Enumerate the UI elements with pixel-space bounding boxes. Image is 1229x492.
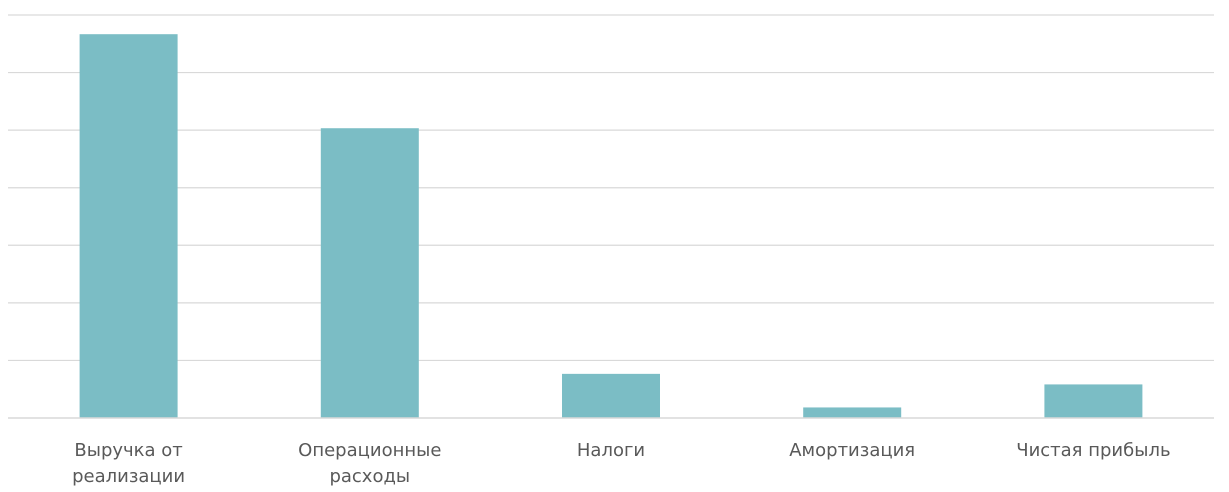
x-tick-label-line: расходы: [329, 466, 410, 487]
bar: [79, 34, 178, 418]
x-tick-label: Выручка от реализации: [72, 440, 185, 487]
bar: [1044, 384, 1143, 418]
x-tick-label: Налоги: [577, 440, 645, 461]
x-tick-label-line: Амортизация: [789, 440, 915, 461]
gridlines: [8, 14, 1214, 362]
bars: [79, 34, 1143, 418]
bar: [320, 128, 419, 418]
x-tick-label-line: Чистая прибыль: [1016, 440, 1170, 461]
x-tick-label-line: Операционные: [298, 440, 441, 461]
bar: [562, 373, 660, 418]
x-tick-label: Операционные расходы: [298, 440, 441, 487]
x-tick-labels: Выручка от реализации Операционные расходы Н…: [72, 440, 1170, 487]
x-tick-label-line: реализации: [72, 466, 185, 487]
x-tick-label: Чистая прибыль: [1016, 440, 1170, 461]
x-tick-label: Амортизация: [789, 440, 915, 461]
x-tick-label-line: Выручка от: [74, 440, 182, 461]
bar: [803, 407, 902, 418]
x-tick-label-line: Налоги: [577, 440, 645, 461]
